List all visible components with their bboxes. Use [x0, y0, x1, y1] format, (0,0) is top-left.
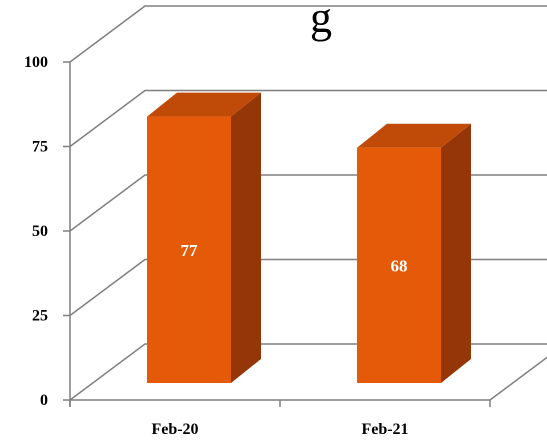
gridline-25	[69, 258, 547, 317]
axes	[63, 61, 491, 407]
y-tick-label-100: 100	[24, 54, 48, 71]
y-tick-label-25: 25	[32, 308, 48, 325]
bar-front-Feb-21	[357, 147, 441, 383]
gridline-100	[69, 5, 547, 63]
gridlines	[69, 5, 547, 401]
y-tick-label-75: 75	[32, 139, 48, 156]
chart-title-fragment: g	[310, 0, 332, 42]
data-label-Feb-21: 68	[391, 256, 408, 275]
bar-side-Feb-20	[231, 92, 261, 383]
bar-top-Feb-21	[357, 123, 471, 148]
x-tick-label-Feb-21: Feb-21	[361, 421, 408, 438]
gridline-0	[69, 343, 547, 401]
bars	[147, 92, 471, 383]
bar-Feb-21	[357, 123, 471, 383]
bar-top-Feb-20	[147, 92, 261, 117]
y-tick-label-0: 0	[40, 392, 48, 409]
labels: 0 25 50 75 100 77 Feb-20 68 Feb-21	[24, 54, 409, 438]
x-tick-label-Feb-20: Feb-20	[151, 421, 198, 438]
floor-edge	[489, 356, 547, 401]
y-tick-label-50: 50	[32, 223, 48, 240]
bar-side-Feb-21	[441, 123, 471, 383]
gridline-75	[69, 89, 547, 148]
bar-front-Feb-20	[147, 116, 231, 383]
data-label-Feb-20: 77	[181, 241, 199, 260]
bar-Feb-20	[147, 92, 261, 383]
gridline-50	[69, 174, 547, 232]
